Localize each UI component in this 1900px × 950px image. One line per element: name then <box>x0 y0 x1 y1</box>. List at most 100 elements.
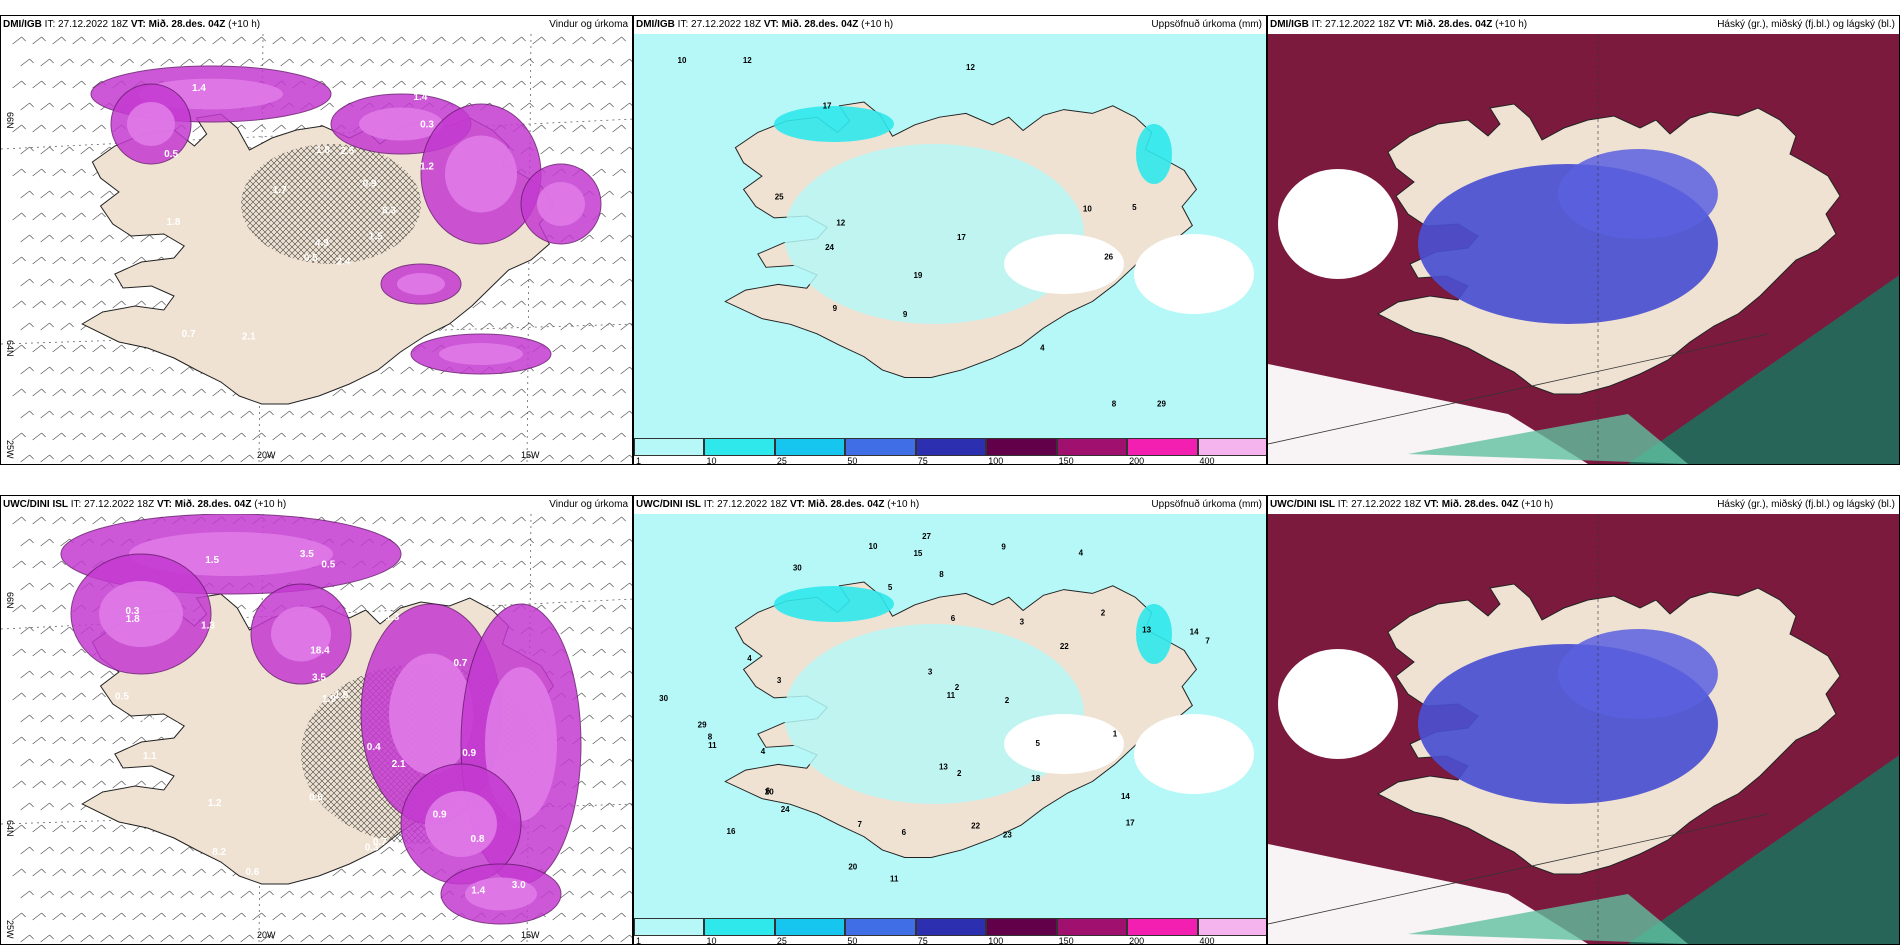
panel-wind-precip-uwc: UWC/DINI ISL IT: 27.12.2022 18Z VT: Mið.… <box>0 495 633 945</box>
value-label: 9 <box>1001 542 1006 551</box>
lon-label: 20W <box>257 930 276 940</box>
graticule <box>1 34 632 464</box>
panel-title: Háský (gr.), miðský (fj.bl.) og lágský (… <box>1717 19 1895 30</box>
accum-value-labels: 1643022346132229271811111017302020231552… <box>659 532 1210 884</box>
valid-time: Mið. 28.des. 04Z <box>148 19 226 30</box>
valid-label: VT: <box>1397 19 1413 30</box>
value-label: 18 <box>1031 774 1040 783</box>
init-time: IT: 27.12.2022 18Z <box>44 19 129 30</box>
value-label: 1.8 <box>316 145 330 156</box>
value-label: 17 <box>823 102 832 111</box>
value-label: 13 <box>1142 626 1151 635</box>
value-label: 0.7 <box>182 329 196 340</box>
value-label: 1.9 <box>165 721 179 732</box>
value-label: 12 <box>836 218 845 227</box>
value-label: 4 <box>761 747 766 756</box>
value-label: 1.4 <box>471 885 485 896</box>
lead-time: (+10 h) <box>887 499 920 510</box>
init-time: IT: 27.12.2022 18Z <box>1311 19 1396 30</box>
panel-title: Háský (gr.), miðský (fj.bl.) og lágský (… <box>1717 499 1895 510</box>
value-label: 14 <box>1121 792 1130 801</box>
value-label: 0.4 <box>367 742 381 753</box>
wind-precip-map: 20W 15W 66N 64N 25W 0.5 0.5 0.7 0.9 0.3 3.0 1.9 1.3 1… <box>1 514 632 944</box>
value-label: 7 <box>858 820 863 829</box>
colorbar-tick: 50 <box>847 456 858 465</box>
model-name: UWC/DINI ISL <box>636 499 701 510</box>
value-label: 3.5 <box>300 549 314 560</box>
value-label: 2.5 <box>340 146 354 157</box>
value-label: 5 <box>1035 739 1040 748</box>
graticule <box>1 514 632 944</box>
value-label: 1.3 <box>385 612 399 623</box>
snow-hatch <box>241 144 421 264</box>
value-label: 0.7 <box>373 837 387 848</box>
value-label: 29 <box>1157 399 1166 408</box>
colorbar-tick: 400 <box>1199 936 1215 945</box>
value-label: 2 <box>1005 696 1010 705</box>
value-label: 2.5 <box>490 561 504 572</box>
value-label: 3 <box>777 676 782 685</box>
colorbar-swatch <box>634 438 705 456</box>
valid-time: Mið. 28.des. 04Z <box>1441 499 1519 510</box>
panel-accum-precip-uwc: UWC/DINI ISL IT: 27.12.2022 18Z VT: Mið.… <box>633 495 1267 945</box>
colorbar-swatch <box>1056 918 1128 936</box>
colorbar-swatch <box>1127 918 1198 936</box>
value-label: 24 <box>781 805 790 814</box>
colorbar-swatch <box>1056 438 1128 456</box>
valid-label: VT: <box>156 499 172 510</box>
value-label: 0.9 <box>462 748 476 759</box>
init-time: IT: 27.12.2022 18Z <box>1337 499 1422 510</box>
value-label: 19 <box>913 271 922 280</box>
model-name: UWC/DINI ISL <box>3 499 68 510</box>
colorbar-tick: 100 <box>988 456 1004 465</box>
valid-time: Mið. 28.des. 04Z <box>174 499 252 510</box>
lon-label: 25W <box>5 440 15 459</box>
colorbar-swatch <box>774 918 846 936</box>
value-label: 1.5 <box>140 716 154 727</box>
value-label: 1.1 <box>143 751 157 762</box>
lat-label: 64N <box>5 820 15 837</box>
value-label: 22 <box>1060 642 1069 651</box>
valid-time: Mið. 28.des. 04Z <box>781 19 859 30</box>
value-label: 30 <box>793 563 802 572</box>
value-label: 1.0 <box>548 594 562 605</box>
value-label: 24 <box>825 243 834 252</box>
colorbar-tick: 25 <box>776 936 787 945</box>
value-label: 4 <box>1040 344 1045 353</box>
value-label: 30 <box>659 694 668 703</box>
value-label: 9 <box>903 310 908 319</box>
lon-label: 15W <box>521 450 540 460</box>
value-label: 6 <box>902 828 907 837</box>
value-label: 2.1 <box>242 332 256 343</box>
colorbar-swatch <box>704 918 775 936</box>
colorbar-tick: 200 <box>1129 936 1145 945</box>
init-time: IT: 27.12.2022 18Z <box>703 499 788 510</box>
value-label: 15 <box>913 549 922 558</box>
value-label: 5 <box>888 583 893 592</box>
value-label: 1.3 <box>201 620 215 631</box>
value-label: 1.5 <box>369 232 383 243</box>
panel-header: DMI/IGB IT: 27.12.2022 18Z VT: Mið. 28.d… <box>1268 16 1899 34</box>
value-label: 2 <box>957 769 962 778</box>
value-label: 23 <box>1003 830 1012 839</box>
value-label: 0.8 <box>471 834 485 845</box>
value-label: 1.8 <box>167 217 181 228</box>
value-label: 1.9 <box>322 694 336 705</box>
colorbar-swatch <box>845 918 916 936</box>
colorbar-tick: 1 <box>636 936 642 945</box>
value-label: 1.5 <box>551 130 565 141</box>
cloud-layers <box>1268 34 1899 464</box>
valid-label: VT: <box>789 499 805 510</box>
valid-label: VT: <box>763 19 779 30</box>
value-label: 0.5 <box>164 149 178 160</box>
valid-label: VT: <box>1423 499 1439 510</box>
value-label: 14 <box>1190 628 1199 637</box>
value-label: 2.4 <box>337 257 351 268</box>
value-label: 7 <box>1205 637 1210 646</box>
value-label: 3 <box>928 667 933 676</box>
value-label: 8 <box>708 733 713 742</box>
colorbar-tick: 25 <box>776 456 787 465</box>
colorbar-tick: 400 <box>1199 456 1215 465</box>
value-label: 8.2 <box>212 847 226 858</box>
value-label: 11 <box>890 875 899 884</box>
